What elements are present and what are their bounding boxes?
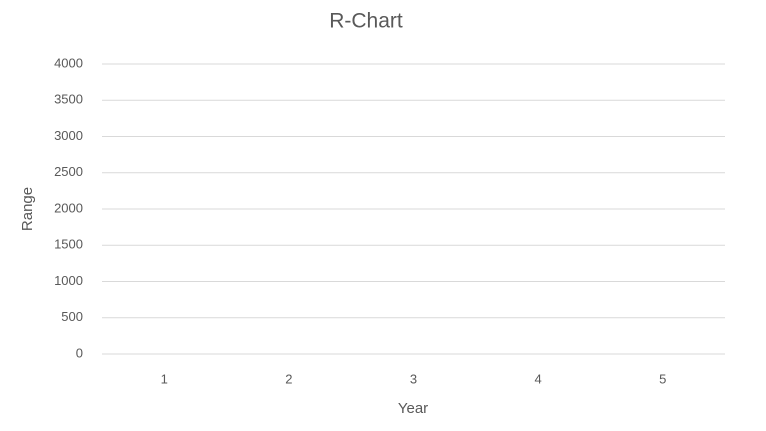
y-tick-label: 1500 — [54, 237, 83, 252]
y-tick-label: 1000 — [54, 273, 83, 288]
x-tick-label: 4 — [534, 371, 541, 386]
x-tick-label: 2 — [285, 371, 292, 386]
y-tick-label: 3500 — [54, 92, 83, 107]
x-axis-title: Year — [398, 400, 428, 417]
y-tick-label: 2000 — [54, 200, 83, 215]
y-tick-label: 4000 — [54, 55, 83, 70]
x-tick-label: 1 — [161, 371, 168, 386]
y-tick-label: 0 — [76, 345, 83, 360]
y-tick-label: 3000 — [54, 128, 83, 143]
chart-title: R-Chart — [329, 10, 403, 33]
y-axis-title: Range — [19, 187, 36, 231]
x-tick-label: 5 — [659, 371, 666, 386]
x-tick-label: 3 — [410, 371, 417, 386]
y-tick-label: 500 — [61, 309, 83, 324]
y-tick-label: 2500 — [54, 164, 83, 179]
